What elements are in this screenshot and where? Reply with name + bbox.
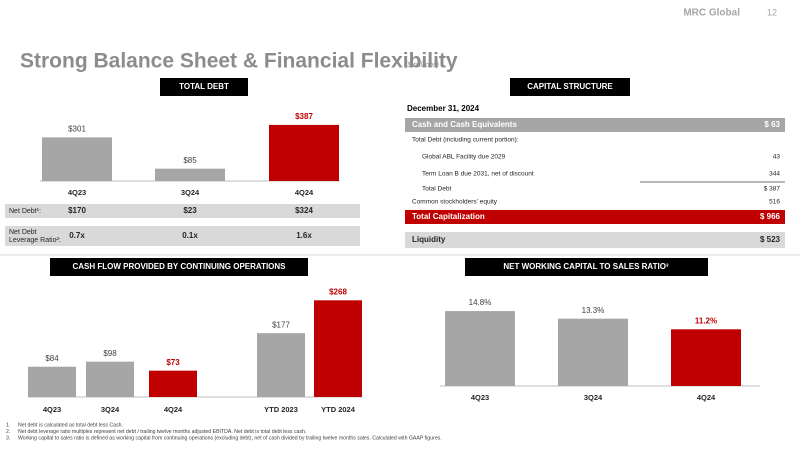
bar bbox=[257, 333, 305, 397]
footnote-number: 2. bbox=[6, 429, 10, 435]
value-label: 13.3% bbox=[582, 306, 605, 315]
value-label: $84 bbox=[45, 354, 59, 363]
row-value: $ 63 bbox=[764, 120, 780, 129]
row-label: Total Debt bbox=[422, 186, 451, 193]
section-header: NET WORKING CAPITAL TO SALES RATIO³ bbox=[503, 262, 669, 271]
bar bbox=[445, 311, 515, 386]
x-tick-label: 4Q24 bbox=[295, 188, 314, 197]
x-tick-label: 4Q23 bbox=[68, 188, 86, 197]
row-label: Term Loan B due 2031, net of discount bbox=[422, 171, 534, 178]
bar bbox=[269, 124, 339, 181]
row-band bbox=[405, 118, 785, 132]
bar bbox=[558, 318, 628, 386]
bar bbox=[28, 366, 76, 397]
row-label: Common stockholders' equity bbox=[412, 199, 498, 206]
logo: MRC Global bbox=[683, 8, 740, 19]
footnote-number: 1. bbox=[6, 422, 10, 428]
bar bbox=[42, 137, 112, 181]
slide-subtitle: ($ millions) bbox=[405, 62, 439, 69]
bar bbox=[86, 361, 134, 397]
value-label: $98 bbox=[103, 349, 117, 358]
footnote-text: Net debt leverage ratio multiples repres… bbox=[18, 429, 306, 435]
table-row-band bbox=[5, 204, 360, 218]
row-label: Total Capitalization bbox=[412, 212, 485, 221]
row-band bbox=[405, 210, 785, 224]
x-tick-label: 3Q24 bbox=[584, 393, 603, 402]
row-label: Net Debt¹: bbox=[9, 208, 41, 215]
section-header: CASH FLOW PROVIDED BY CONTINUING OPERATI… bbox=[72, 262, 286, 271]
page-number: 12 bbox=[767, 7, 777, 17]
bar bbox=[671, 329, 741, 386]
row-cell: 0.1x bbox=[182, 231, 198, 240]
section-header-box bbox=[160, 78, 248, 96]
row-cell: 0.7x bbox=[69, 231, 85, 240]
row-value: 516 bbox=[769, 199, 780, 206]
row-cell: $170 bbox=[68, 206, 86, 215]
table-row-band bbox=[5, 226, 360, 246]
footnote-text: Working capital to sales ratio is define… bbox=[18, 435, 442, 441]
row-value: 43 bbox=[773, 154, 781, 161]
x-tick-label: 4Q23 bbox=[43, 405, 61, 414]
row-label: Cash and Cash Equivalents bbox=[412, 120, 517, 129]
slide-title: Strong Balance Sheet & Financial Flexibi… bbox=[20, 50, 458, 73]
footnote-number: 3. bbox=[6, 435, 10, 441]
value-label: $73 bbox=[166, 358, 180, 367]
row-label: Total Debt (including current portion): bbox=[412, 137, 519, 144]
value-label: 14.8% bbox=[469, 298, 492, 307]
row-cell: $324 bbox=[295, 206, 313, 215]
bar bbox=[149, 370, 197, 397]
row-cell: 1.6x bbox=[296, 231, 312, 240]
row-label: Liquidity bbox=[412, 235, 446, 244]
x-tick-label: 3Q24 bbox=[181, 188, 200, 197]
x-tick-label: YTD 2024 bbox=[321, 405, 356, 414]
value-label: $387 bbox=[295, 112, 313, 121]
section-header-box bbox=[510, 78, 630, 96]
bar bbox=[314, 300, 362, 397]
value-label: $177 bbox=[272, 320, 290, 329]
row-value: $ 387 bbox=[764, 186, 781, 193]
bar bbox=[155, 168, 225, 181]
row-value: 344 bbox=[769, 171, 780, 178]
row-cell: $23 bbox=[183, 206, 197, 215]
row-band bbox=[405, 232, 785, 248]
table-date: December 31, 2024 bbox=[407, 104, 480, 113]
row-value: $ 523 bbox=[760, 235, 781, 244]
section-header: CAPITAL STRUCTURE bbox=[527, 82, 613, 91]
x-tick-label: 4Q24 bbox=[164, 405, 183, 414]
section-header-box bbox=[50, 258, 308, 276]
x-tick-label: 3Q24 bbox=[101, 405, 120, 414]
x-tick-label: 4Q23 bbox=[471, 393, 489, 402]
row-label: Global ABL Facility due 2029 bbox=[422, 154, 506, 161]
value-label: 11.2% bbox=[695, 316, 717, 325]
value-label: $85 bbox=[183, 156, 197, 165]
x-tick-label: YTD 2023 bbox=[264, 405, 298, 414]
x-tick-label: 4Q24 bbox=[697, 393, 716, 402]
value-label: $268 bbox=[329, 287, 347, 296]
footnote-text: Net debt is calculated as total debt les… bbox=[18, 422, 123, 428]
section-header-box bbox=[465, 258, 708, 276]
section-header: TOTAL DEBT bbox=[179, 82, 229, 91]
row-value: $ 966 bbox=[760, 212, 781, 221]
value-label: $301 bbox=[68, 124, 86, 133]
row-label: Net Debt Leverage Ratio²: bbox=[9, 229, 61, 244]
